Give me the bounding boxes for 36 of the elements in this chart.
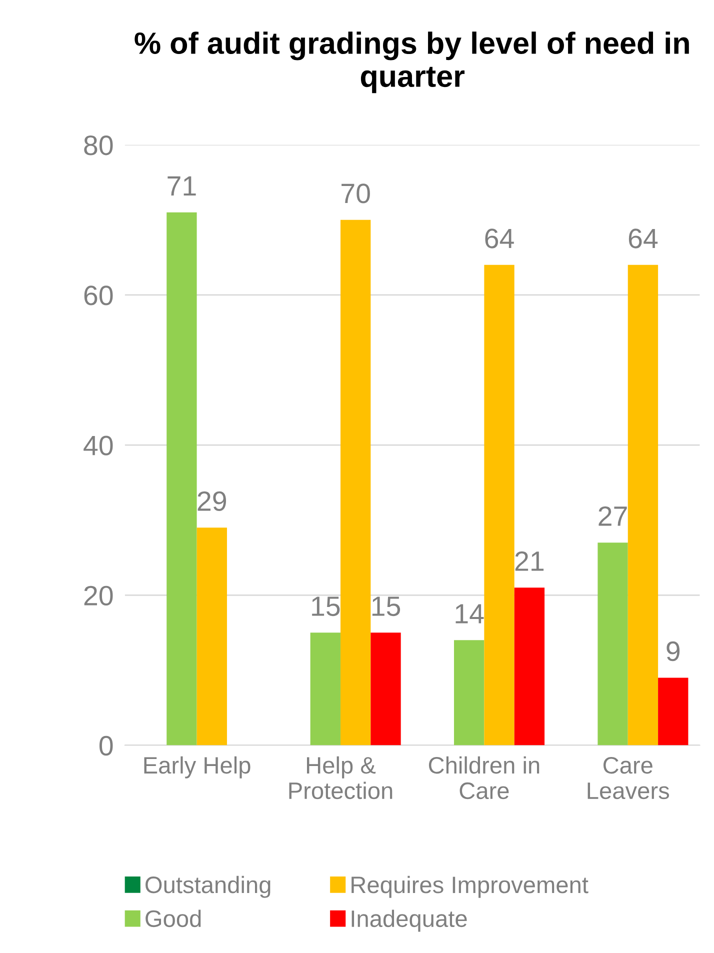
x-tick-label: Help & Protection xyxy=(289,756,392,800)
data-label: 27 xyxy=(598,506,627,526)
bar xyxy=(310,632,340,746)
bar xyxy=(484,264,514,746)
y-tick-label: 0 xyxy=(99,736,113,756)
data-label: 21 xyxy=(515,551,544,571)
data-label: 64 xyxy=(485,228,514,248)
legend-label: Requires Improvement xyxy=(352,876,588,898)
x-tick-label: Children in Care xyxy=(428,756,540,800)
y-tick-label: 40 xyxy=(84,436,113,456)
bar xyxy=(454,640,484,746)
legend-label: Inadequate xyxy=(352,910,467,932)
data-label: 9 xyxy=(666,641,680,662)
y-tick-label: 80 xyxy=(84,136,113,156)
bar xyxy=(598,542,628,746)
y-tick-label: 20 xyxy=(84,586,113,606)
x-tick-label: Care Leavers xyxy=(588,756,670,800)
data-label: 29 xyxy=(198,491,226,512)
data-label: 71 xyxy=(168,176,196,196)
data-label: 64 xyxy=(628,228,658,248)
data-label: 70 xyxy=(342,184,370,204)
legend-label: Good xyxy=(146,910,201,928)
bar xyxy=(370,632,401,746)
bar xyxy=(658,678,688,746)
bar xyxy=(340,220,371,746)
bar xyxy=(628,264,658,746)
bar xyxy=(166,212,197,746)
legend-label: Outstanding xyxy=(146,876,270,898)
data-label: 15 xyxy=(372,596,400,616)
data-label: 14 xyxy=(456,604,484,624)
data-label: 15 xyxy=(312,596,340,616)
bar xyxy=(196,528,227,746)
bar xyxy=(514,588,545,746)
y-tick-label: 60 xyxy=(84,286,113,306)
chart-title: % of audit gradings by level of need in quarter xyxy=(134,32,689,94)
x-tick-label: Early Help xyxy=(144,756,250,778)
